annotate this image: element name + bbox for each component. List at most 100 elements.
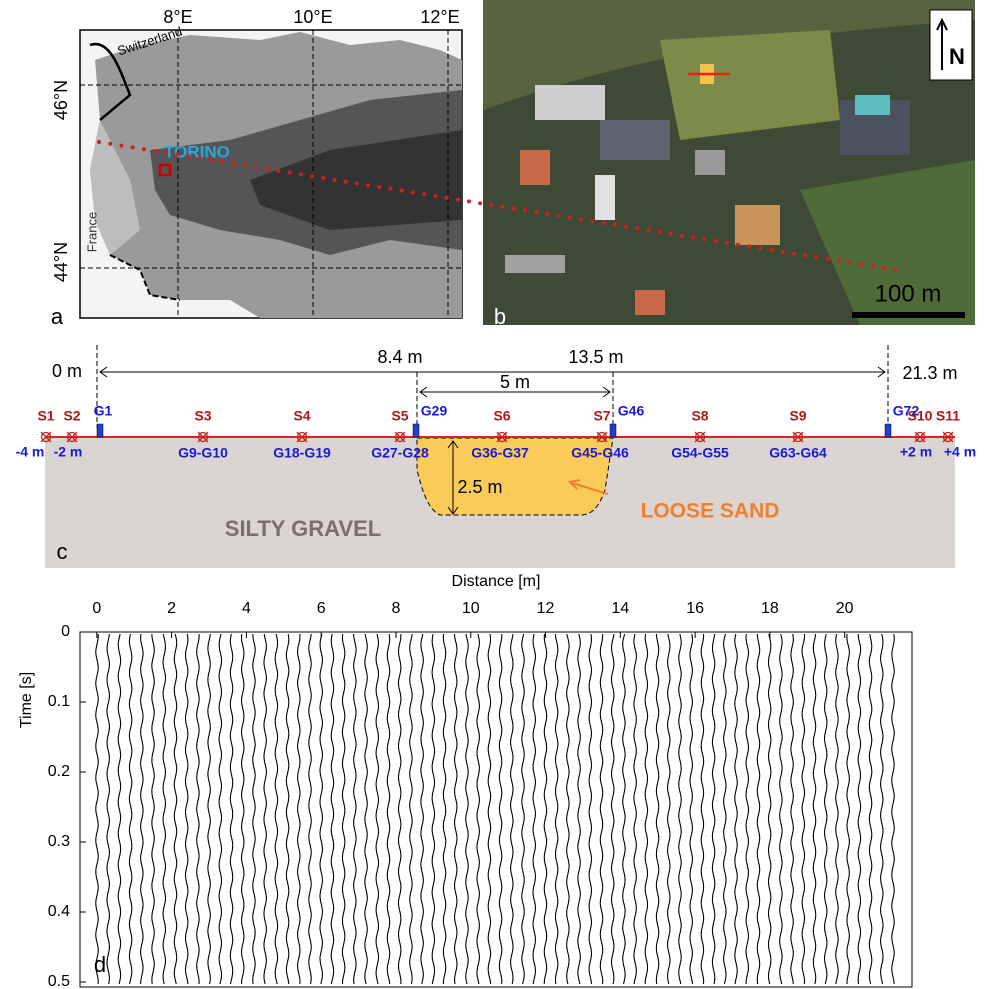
first-arrival-pick [164,150,169,155]
first-arrival-pick [691,235,696,240]
seismic-trace [341,633,346,984]
first-arrival-pick [489,203,494,207]
distance-label: 8.4 m [377,347,422,367]
source-label: S2 [63,408,80,424]
seismic-trace [240,633,245,984]
seismic-trace [297,633,301,985]
seismic-trace [655,633,660,985]
first-arrival-pick [220,159,225,164]
source-marker [596,431,608,443]
seismic-trace [510,633,514,985]
source-label: S6 [493,408,510,424]
seismic-trace [453,633,458,985]
first-arrival-pick [668,231,673,236]
seismic-trace [184,633,189,985]
first-arrival-pick [354,181,359,186]
first-arrival-pick [736,242,741,247]
distance-label: 0 m [52,361,82,381]
first-arrival-pick [713,239,718,243]
latitude-label: 44°N [51,242,71,282]
first-arrival-pick [500,204,505,209]
first-arrival-pick [141,147,146,152]
longitude-label: 10°E [293,7,332,27]
seismic-trace [319,633,323,985]
source-marker [40,431,52,443]
first-arrival-pick [153,149,158,153]
seismic-trace [431,633,436,985]
first-arrival-pick [130,145,135,150]
first-arrival-pick [780,249,785,254]
width-label: 5 m [500,372,530,392]
seismic-trace [891,633,895,985]
first-arrival-pick [747,244,752,249]
seismic-trace [420,633,424,985]
seismic-trace [667,633,671,985]
source-marker [694,431,706,443]
first-arrival-pick [231,161,236,166]
first-arrival-pick [545,212,550,216]
geophone-label: G72 [893,403,920,419]
seismic-trace [554,633,559,985]
first-arrival-pick [175,152,180,157]
first-arrival-pick [97,140,101,144]
first-arrival-pick [814,255,819,260]
first-arrival-pick [186,154,191,159]
source-marker [66,431,78,443]
seismic-trace [532,633,537,985]
seismic-trace [252,634,256,985]
source-marker [296,431,308,443]
longitude-label: 8°E [163,7,192,27]
geophone-marker [884,423,892,438]
seismic-trace [364,633,368,985]
first-arrival-pick [321,176,326,180]
seismic-trace [409,633,413,985]
seismic-trace [756,633,761,985]
x-tick-label: 8 [392,600,401,617]
x-tick-label: 20 [836,600,854,617]
seismic-trace [207,633,211,985]
latitude-label: 46°N [51,80,71,120]
first-arrival-pick [702,237,707,242]
x-tick-label: 4 [242,600,251,617]
seismic-trace [633,633,637,985]
first-arrival-pick [388,186,393,191]
first-arrival-pick [433,194,438,198]
y-tick-label: 0.5 [48,973,70,989]
y-tick-label: 0.3 [48,833,70,850]
source-marker [40,431,52,443]
first-arrival-pick [242,163,247,168]
first-arrival-pick [724,240,729,245]
first-arrival-pick [343,179,348,184]
source-marker [792,431,804,443]
first-arrival-pick [825,257,830,261]
seismic-trace [95,633,99,985]
first-arrival-pick [478,201,483,206]
first-arrival-pick [310,174,315,179]
seismic-trace [274,633,279,985]
position-label: G27-G28 [371,445,429,461]
first-arrival-pick [287,170,292,175]
source-marker [66,431,78,443]
source-marker [596,431,608,443]
source-label: S11 [936,408,960,424]
seismic-trace [790,633,794,985]
first-arrival-pick [108,141,113,146]
source-marker [914,431,926,443]
position-label: G45-G46 [571,445,629,461]
seismic-trace [386,633,391,985]
gravel-label: SILTY GRAVEL [225,516,381,541]
x-tick-label: 16 [686,600,704,617]
seismic-trace [375,633,380,985]
north-label: N [949,44,965,69]
first-arrival-pick [612,222,617,227]
first-arrival-pick [197,156,202,161]
seismic-trace [689,633,693,985]
seismic-trace [723,633,727,985]
plot-frame [79,631,913,988]
first-arrival-pick [567,215,572,220]
position-label: G18-G19 [273,445,331,461]
seismic-trace [644,633,649,984]
position-label: +2 m [900,444,932,460]
x-tick-label: 12 [537,600,555,617]
